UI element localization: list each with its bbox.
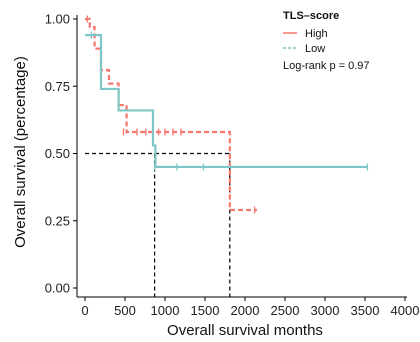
survival-curve-high	[85, 17, 257, 212]
legend-label-low: Low	[305, 43, 325, 55]
x-ticks: 0 500 1000 1500 2000 2500 3000 3500 4000	[81, 297, 419, 318]
x-axis-title: Overall survival months	[167, 322, 323, 339]
x-tick-label: 3500	[351, 303, 380, 318]
log-rank-annotation: Log-rank p = 0.97	[283, 60, 370, 72]
median-lines	[85, 152, 231, 297]
survival-series	[85, 15, 369, 214]
x-tick-label: 0	[81, 303, 88, 318]
axes: 0.00 0.25 0.50 0.75 1.00 0 500 1000 1500 2000 250…	[45, 12, 420, 319]
y-tick-label: 0.75	[45, 79, 70, 94]
x-tick-label: 1000	[151, 303, 180, 318]
y-tick-label: 0.50	[45, 146, 70, 161]
legend: TLS–score High Low Log-rank p = 0.97	[283, 10, 370, 72]
x-tick-label: 2500	[271, 303, 300, 318]
y-ticks: 0.00 0.25 0.50 0.75 1.00	[45, 12, 77, 296]
survival-curve-low	[85, 34, 368, 169]
x-tick-label: 4000	[391, 303, 420, 318]
x-tick-label: 500	[114, 303, 136, 318]
legend-label-high: High	[305, 28, 328, 40]
x-tick-label: 1500	[191, 303, 220, 318]
y-axis-title: Overall survival (percentage)	[12, 56, 29, 248]
y-tick-label: 0.00	[45, 281, 70, 296]
legend-title: TLS–score	[283, 10, 339, 22]
x-tick-label: 2000	[231, 303, 260, 318]
x-tick-label: 3000	[311, 303, 340, 318]
y-tick-label: 1.00	[45, 12, 70, 27]
y-tick-label: 0.25	[45, 213, 70, 228]
